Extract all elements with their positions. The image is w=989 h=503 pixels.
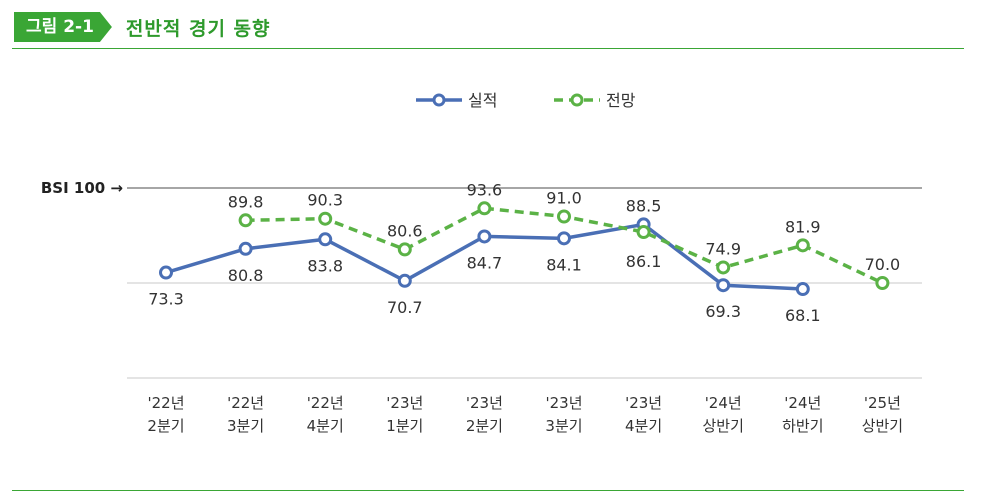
data-label-forecast: 93.6 <box>467 180 503 199</box>
data-label-actual: 73.3 <box>148 290 184 309</box>
x-tick-label-year: '23년 <box>545 394 582 412</box>
figure-title: 전반적 경기 동향 <box>125 17 271 40</box>
data-point-forecast <box>636 225 651 240</box>
data-point-forecast <box>238 213 253 228</box>
data-label-forecast: 89.8 <box>228 192 264 211</box>
top-rule <box>12 48 964 49</box>
x-tick-label-year: '22년 <box>227 394 264 412</box>
data-point-actual <box>238 241 253 256</box>
series-layer <box>159 201 890 297</box>
x-tick-label-period: 상반기 <box>702 417 743 435</box>
data-label-actual: 88.5 <box>626 196 662 215</box>
x-tick-label-year: '22년 <box>307 394 344 412</box>
x-axis-labels: '22년 2분기 '22년 3분기 '22년 4분기 '23년 1분기 '23년 2분기 '23년 3… <box>147 394 903 435</box>
data-point-forecast <box>875 276 890 290</box>
x-tick-label-period: 4분기 <box>307 417 344 435</box>
x-tick-label-year: '23년 <box>625 394 662 412</box>
data-point-forecast <box>716 260 731 275</box>
x-tick-label-year: '23년 <box>386 394 423 412</box>
x-tick-label-year: '24년 <box>784 394 821 412</box>
data-point-forecast <box>795 238 810 253</box>
x-tick-label-year: '23년 <box>466 394 503 412</box>
data-label-forecast: 70.0 <box>865 255 901 274</box>
x-tick-label-period: 2분기 <box>466 417 503 435</box>
data-label-actual: 83.8 <box>307 256 343 275</box>
x-tick-label-period: 4분기 <box>625 417 662 435</box>
grid-layer: BSI 100 → <box>41 179 922 379</box>
legend-marker-actual <box>432 93 446 107</box>
x-tick-label-period: 하반기 <box>782 417 823 435</box>
data-label-forecast: 81.9 <box>785 217 821 236</box>
data-point-forecast <box>397 242 412 257</box>
chart-legend: 실적 전망 <box>416 91 636 110</box>
data-label-actual: 84.1 <box>546 255 582 274</box>
label-layer: 73.3 80.8 83.8 70.7 84.7 84.1 88.5 69.3 68.1 89.8… <box>148 180 900 325</box>
data-point-forecast <box>477 201 492 216</box>
data-point-actual <box>397 273 412 288</box>
data-point-actual <box>159 265 173 280</box>
legend-label-actual: 실적 <box>468 91 497 110</box>
legend-label-forecast: 전망 <box>606 91 636 110</box>
data-point-actual <box>477 229 492 244</box>
data-label-actual: 69.3 <box>705 302 741 321</box>
data-point-actual <box>716 278 731 293</box>
data-label-forecast: 80.6 <box>387 221 423 240</box>
data-label-forecast: 91.0 <box>546 189 582 208</box>
x-tick-label-period: 2분기 <box>147 417 184 435</box>
x-tick-label-year: '22년 <box>147 394 184 412</box>
data-point-actual <box>795 282 810 297</box>
x-tick-label-year: '25년 <box>864 394 901 412</box>
x-tick-label-period: 1분기 <box>386 417 423 435</box>
data-point-forecast <box>318 211 333 226</box>
reference-line-label: BSI 100 → <box>41 179 123 197</box>
legend-marker-forecast <box>570 93 584 107</box>
data-label-actual: 80.8 <box>228 266 264 285</box>
data-point-actual <box>318 232 333 247</box>
x-tick-label-period: 상반기 <box>862 417 903 435</box>
data-point-forecast <box>557 209 571 224</box>
data-label-actual: 84.7 <box>467 253 503 272</box>
figure-number-badge: 그림 2-1 <box>14 12 112 42</box>
data-label-forecast: 90.3 <box>307 191 343 210</box>
data-label-actual: 68.1 <box>785 306 821 325</box>
bottom-rule <box>12 490 964 491</box>
figure-header: 그림 2-1 전반적 경기 동향 <box>14 12 271 42</box>
data-label-forecast: 86.1 <box>626 252 662 271</box>
x-tick-label-period: 3분기 <box>227 417 264 435</box>
data-label-forecast: 74.9 <box>705 239 741 258</box>
data-label-actual: 70.7 <box>387 298 423 317</box>
data-point-actual <box>557 231 571 246</box>
x-tick-label-period: 3분기 <box>545 417 582 435</box>
x-tick-label-year: '24년 <box>705 394 742 412</box>
